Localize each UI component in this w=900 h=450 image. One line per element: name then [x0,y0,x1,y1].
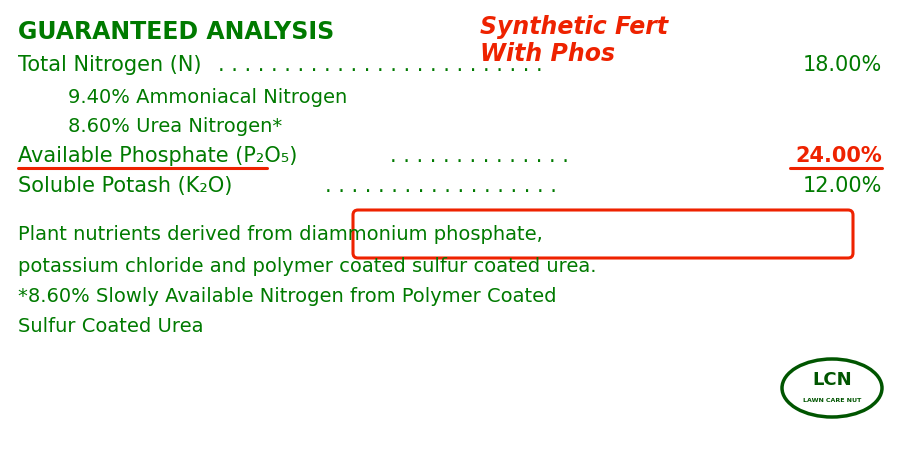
Text: LCN: LCN [812,371,851,389]
Text: *8.60% Slowly Available Nitrogen from Polymer Coated: *8.60% Slowly Available Nitrogen from Po… [18,287,556,306]
Text: LAWN CARE NUT: LAWN CARE NUT [803,397,861,402]
Text: 12.00%: 12.00% [803,176,882,196]
Text: 24.00%: 24.00% [796,146,882,166]
Text: 9.40% Ammoniacal Nitrogen: 9.40% Ammoniacal Nitrogen [68,88,347,107]
Text: With Phos: With Phos [480,42,615,66]
Text: Total Nitrogen (N): Total Nitrogen (N) [18,55,202,75]
Text: Synthetic Fert: Synthetic Fert [480,15,668,39]
Text: Sulfur Coated Urea: Sulfur Coated Urea [18,317,203,336]
Text: GUARANTEED ANALYSIS: GUARANTEED ANALYSIS [18,20,334,44]
Text: . . . . . . . . . . . . . . . . . . . . . . . . .: . . . . . . . . . . . . . . . . . . . . … [218,55,543,75]
Text: Available Phosphate (P₂O₅): Available Phosphate (P₂O₅) [18,146,297,166]
Text: 8.60% Urea Nitrogen*: 8.60% Urea Nitrogen* [68,117,283,136]
Text: 18.00%: 18.00% [803,55,882,75]
Text: Soluble Potash (K₂O): Soluble Potash (K₂O) [18,176,232,196]
Text: . . . . . . . . . . . . . .: . . . . . . . . . . . . . . [390,146,569,166]
Text: potassium chloride and polymer coated sulfur coated urea.: potassium chloride and polymer coated su… [18,257,597,276]
Text: Plant nutrients derived from diammonium phosphate,: Plant nutrients derived from diammonium … [18,225,543,244]
Text: . . . . . . . . . . . . . . . . . .: . . . . . . . . . . . . . . . . . . [325,176,557,196]
